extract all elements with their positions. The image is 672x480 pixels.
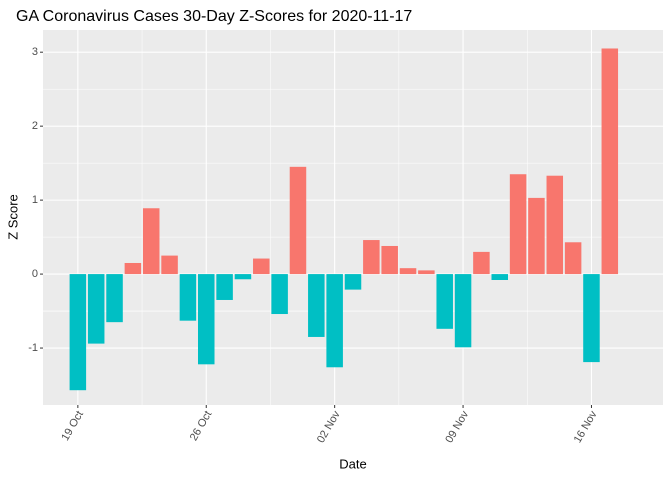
bars <box>69 48 619 391</box>
bar <box>399 268 417 275</box>
y-tick-label: 2 <box>32 120 38 132</box>
bar <box>198 274 215 365</box>
y-axis-label: Z Score <box>5 194 20 240</box>
chart-title: GA Coronavirus Cases 30-Day Z-Scores for… <box>16 8 412 25</box>
y-tick-label: 3 <box>32 46 38 58</box>
bar <box>601 48 619 275</box>
bar <box>308 274 325 337</box>
bar <box>363 240 380 275</box>
bar <box>253 258 270 275</box>
bar <box>546 175 564 275</box>
bar <box>271 274 288 315</box>
bar <box>124 262 142 275</box>
bar <box>418 270 435 275</box>
bar <box>106 274 123 323</box>
bar <box>69 274 87 391</box>
bar <box>234 274 252 280</box>
bar <box>179 274 197 321</box>
y-tick-label: -1 <box>28 342 38 354</box>
x-tick-label: 02 Nov <box>315 409 343 446</box>
bar <box>289 166 307 275</box>
bar <box>142 208 160 275</box>
bar <box>87 274 105 344</box>
bar <box>436 274 453 329</box>
y-tick-label: 0 <box>32 268 38 280</box>
bar <box>491 274 508 280</box>
x-axis-label: Date <box>339 456 366 471</box>
x-tick-label: 09 Nov <box>443 409 471 446</box>
y-tick-label: 1 <box>32 194 38 206</box>
x-tick-label: 16 Nov <box>572 409 600 446</box>
bar <box>326 274 343 368</box>
bar <box>528 197 545 275</box>
panel <box>43 30 663 405</box>
x-tick-label: 19 Oct <box>59 409 86 443</box>
bar <box>564 242 582 275</box>
bar <box>454 274 472 348</box>
bar <box>216 274 233 300</box>
bar <box>381 245 398 275</box>
x-tick-label: 26 Oct <box>188 409 215 443</box>
bar <box>473 251 490 275</box>
bar <box>344 274 362 290</box>
bar <box>509 174 527 275</box>
bar <box>161 255 178 275</box>
bar <box>583 274 600 363</box>
